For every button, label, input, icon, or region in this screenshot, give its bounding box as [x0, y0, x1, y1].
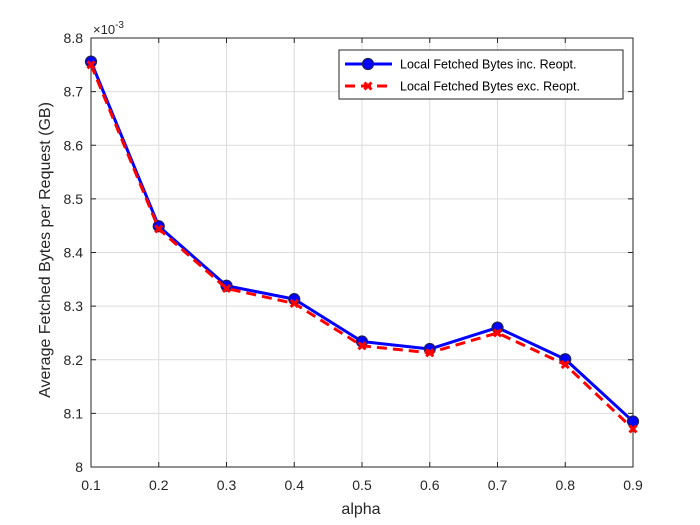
y-axis-exponent: ×10-3 — [93, 20, 124, 37]
y-exponent-base: ×10 — [93, 22, 115, 37]
y-tick-label: 8.1 — [64, 405, 84, 421]
axis-ticks: 0.1 0.2 0.3 0.4 0.5 0.6 0.7 0.8 0.9 8 8.1 8.2 8.3 8.4… — [64, 30, 643, 493]
legend-label-inc-reopt: Local Fetched Bytes inc. Reopt. — [400, 58, 576, 72]
data-point — [560, 360, 570, 370]
data-point — [221, 283, 232, 293]
y-tick-label: 8.2 — [64, 352, 84, 368]
legend-box — [338, 49, 624, 100]
y-tick-label: 8.6 — [64, 137, 84, 153]
data-point — [152, 220, 165, 233]
data-point — [154, 224, 164, 234]
legend-entry-exc-reopt: Local Fetched Bytes exc. Reopt. — [345, 80, 580, 94]
data-point — [220, 279, 233, 292]
data-point — [289, 298, 299, 309]
x-tick-label: 0.1 — [81, 477, 101, 493]
legend-entry-inc-reopt: Local Fetched Bytes inc. Reopt. — [345, 58, 576, 72]
data-point — [626, 415, 640, 428]
x-axis-label: alpha — [341, 501, 380, 518]
x-tick-label: 0.5 — [352, 477, 372, 493]
data-point — [86, 60, 96, 70]
x-tick-label: 0.4 — [285, 477, 305, 493]
data-series — [84, 55, 640, 434]
y-exponent-power: -3 — [115, 20, 124, 31]
y-tick-label: 8 — [75, 459, 83, 475]
y-tick-label: 8.3 — [64, 298, 84, 314]
data-point — [357, 341, 367, 351]
x-tick-label: 0.3 — [217, 477, 237, 493]
x-tick-label: 0.9 — [623, 477, 643, 493]
legend-label-exc-reopt: Local Fetched Bytes exc. Reopt. — [400, 80, 580, 94]
legend-marker-exc-reopt — [363, 81, 373, 91]
series-exc-reopt — [86, 60, 638, 434]
data-point — [425, 348, 435, 358]
legend-marker-inc-reopt — [361, 57, 375, 71]
y-tick-label: 8.7 — [64, 84, 84, 100]
x-tick-label: 0.2 — [149, 477, 169, 493]
y-tick-label: 8.5 — [64, 191, 84, 207]
x-tick-label: 0.7 — [488, 477, 508, 493]
legend: Local Fetched Bytes inc. Reopt. Local Fe… — [338, 49, 624, 100]
y-tick-label: 8.4 — [64, 245, 84, 261]
x-tick-label: 0.8 — [556, 477, 576, 493]
data-point — [628, 424, 638, 434]
y-tick-label: 8.8 — [64, 30, 84, 46]
y-axis-label: Average Fetched Bytes per Request (GB) — [37, 102, 54, 398]
grid-lines — [90, 37, 634, 468]
data-point — [492, 328, 503, 338]
x-tick-label: 0.6 — [420, 477, 440, 493]
